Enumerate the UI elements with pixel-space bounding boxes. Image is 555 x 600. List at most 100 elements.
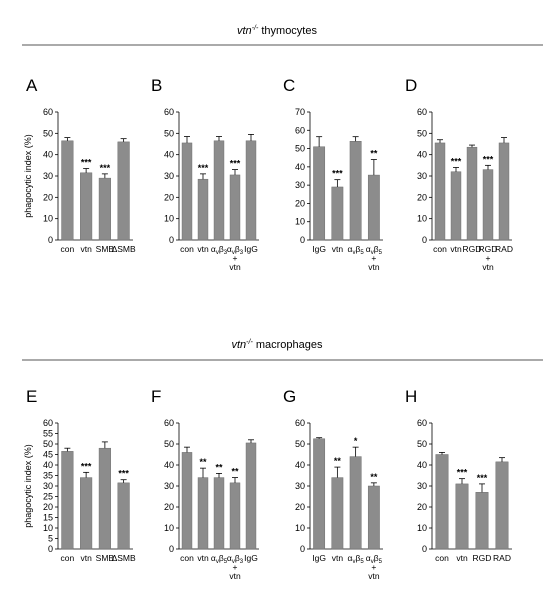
bar-F-0 bbox=[181, 452, 193, 550]
y-tick-label-G-3: 30 bbox=[295, 481, 305, 491]
bar-F-2 bbox=[213, 477, 225, 550]
panel-letter-A: A bbox=[26, 76, 38, 95]
y-tick-label-E-10: 50 bbox=[43, 439, 53, 449]
y-tick-label-D-1: 10 bbox=[417, 214, 427, 224]
signif-D-3: *** bbox=[483, 154, 494, 164]
y-tick-label-F-6: 60 bbox=[164, 418, 174, 428]
tick-label-G-2: αvβ5 bbox=[348, 553, 365, 565]
y-tick-label-G-4: 40 bbox=[295, 460, 305, 470]
bar-B-0 bbox=[181, 142, 193, 241]
tick-label-A-3: ΔSMB bbox=[112, 244, 136, 254]
tick-label-D-2: RGD bbox=[463, 244, 482, 254]
bar-G-3 bbox=[367, 485, 380, 550]
tick-label-C-3: αvβ5 bbox=[366, 244, 383, 256]
bar-G-2 bbox=[349, 456, 362, 550]
panel-A: A 0 10 20 30 40 50 60 phagocytic index (%) con ***… bbox=[23, 76, 136, 254]
y-tick-label-H-6: 60 bbox=[417, 418, 427, 428]
y-tick-label-G-0: 0 bbox=[300, 544, 305, 554]
tick-label-C-0: IgG bbox=[312, 244, 326, 254]
y-tick-label-H-2: 20 bbox=[417, 502, 427, 512]
y-tick-label-C-6: 60 bbox=[295, 125, 305, 135]
tick-label-C-1: vtn bbox=[332, 244, 344, 254]
y-tick-label-E-4: 20 bbox=[43, 502, 53, 512]
signif-G-1: ** bbox=[334, 456, 342, 466]
bar-F-3 bbox=[229, 482, 241, 550]
tick-label-plus-B-3: + bbox=[233, 253, 238, 263]
bar-C-3 bbox=[367, 174, 380, 241]
y-tick-label-B-4: 40 bbox=[164, 150, 174, 160]
y-tick-label-F-2: 20 bbox=[164, 502, 174, 512]
signif-F-1: ** bbox=[199, 457, 207, 467]
bar-F-1 bbox=[197, 477, 209, 550]
signif-A-1: *** bbox=[81, 158, 92, 168]
y-tick-label-H-1: 10 bbox=[417, 523, 427, 533]
y-tick-label-E-11: 55 bbox=[43, 429, 53, 439]
y-tick-label-C-5: 50 bbox=[295, 144, 305, 154]
y-tick-label-E-2: 10 bbox=[43, 523, 53, 533]
tick-label-F-0: con bbox=[180, 553, 194, 563]
panel-letter-E: E bbox=[26, 387, 37, 406]
signif-H-2: *** bbox=[477, 473, 488, 483]
y-tick-label-F-5: 50 bbox=[164, 439, 174, 449]
bar-A-2 bbox=[98, 177, 111, 241]
tick-label-F-3: αvβ3 bbox=[227, 553, 244, 565]
y-tick-label-D-6: 60 bbox=[417, 107, 427, 117]
bar-C-1 bbox=[331, 186, 344, 241]
bar-D-4 bbox=[498, 142, 510, 241]
signif-C-3: ** bbox=[370, 149, 378, 159]
y-tick-label-B-6: 60 bbox=[164, 107, 174, 117]
section-title-macrophages: vtn-/- macrophages bbox=[231, 339, 323, 351]
signif-E-3: *** bbox=[118, 469, 129, 479]
bar-G-1 bbox=[331, 477, 344, 550]
y-tick-label-F-1: 10 bbox=[164, 523, 174, 533]
tick-label-F-1: vtn bbox=[197, 553, 209, 563]
bar-C-0 bbox=[313, 146, 326, 241]
y-tick-label-H-4: 40 bbox=[417, 460, 427, 470]
tick-label-sub-B-3: vtn bbox=[229, 262, 241, 272]
y-tick-label-C-1: 10 bbox=[295, 217, 305, 227]
y-tick-label-D-4: 40 bbox=[417, 150, 427, 160]
bar-E-3 bbox=[117, 482, 130, 550]
tick-label-plus-D-3: + bbox=[486, 253, 491, 263]
bar-A-3 bbox=[117, 141, 130, 241]
section-header-macrophages: vtn-/- macrophages bbox=[22, 339, 543, 361]
y-tick-label-B-3: 30 bbox=[164, 171, 174, 181]
panel-letter-H: H bbox=[405, 387, 417, 406]
y-tick-label-A-6: 60 bbox=[43, 107, 53, 117]
tick-label-sub-C-3: vtn bbox=[368, 262, 380, 272]
signif-D-1: *** bbox=[451, 156, 462, 166]
y-tick-label-A-1: 10 bbox=[43, 214, 53, 224]
y-axis-title-E: phagocytic index (%) bbox=[23, 444, 33, 528]
bar-D-0 bbox=[434, 142, 446, 241]
y-tick-label-A-5: 50 bbox=[43, 128, 53, 138]
y-tick-label-A-3: 30 bbox=[43, 171, 53, 181]
y-tick-label-B-1: 10 bbox=[164, 214, 174, 224]
section-title-thymocytes: vtn-/- thymocytes bbox=[237, 25, 317, 37]
tick-label-D-1: vtn bbox=[450, 244, 462, 254]
bar-B-4 bbox=[245, 140, 257, 241]
y-tick-label-H-5: 50 bbox=[417, 439, 427, 449]
tick-label-sub-F-3: vtn bbox=[229, 571, 241, 581]
signif-G-2: * bbox=[354, 436, 358, 446]
y-tick-label-A-2: 20 bbox=[43, 192, 53, 202]
signif-F-2: ** bbox=[215, 462, 223, 472]
tick-label-plus-C-3: + bbox=[371, 253, 376, 263]
bar-D-2 bbox=[466, 146, 478, 241]
tick-label-A-2: SMB bbox=[96, 244, 115, 254]
y-tick-label-E-9: 45 bbox=[43, 450, 53, 460]
tick-label-H-3: RAD bbox=[493, 553, 511, 563]
section-header-thymocytes: vtn-/- thymocytes bbox=[22, 25, 543, 46]
y-tick-label-G-1: 10 bbox=[295, 523, 305, 533]
y-tick-label-E-0: 0 bbox=[48, 544, 53, 554]
y-tick-label-C-3: 30 bbox=[295, 180, 305, 190]
y-tick-label-E-8: 40 bbox=[43, 460, 53, 470]
y-tick-label-B-0: 0 bbox=[169, 235, 174, 245]
tick-label-B-4: IgG bbox=[244, 244, 258, 254]
y-tick-label-E-5: 25 bbox=[43, 492, 53, 502]
tick-label-B-1: vtn bbox=[197, 244, 209, 254]
y-tick-label-E-3: 15 bbox=[43, 513, 53, 523]
